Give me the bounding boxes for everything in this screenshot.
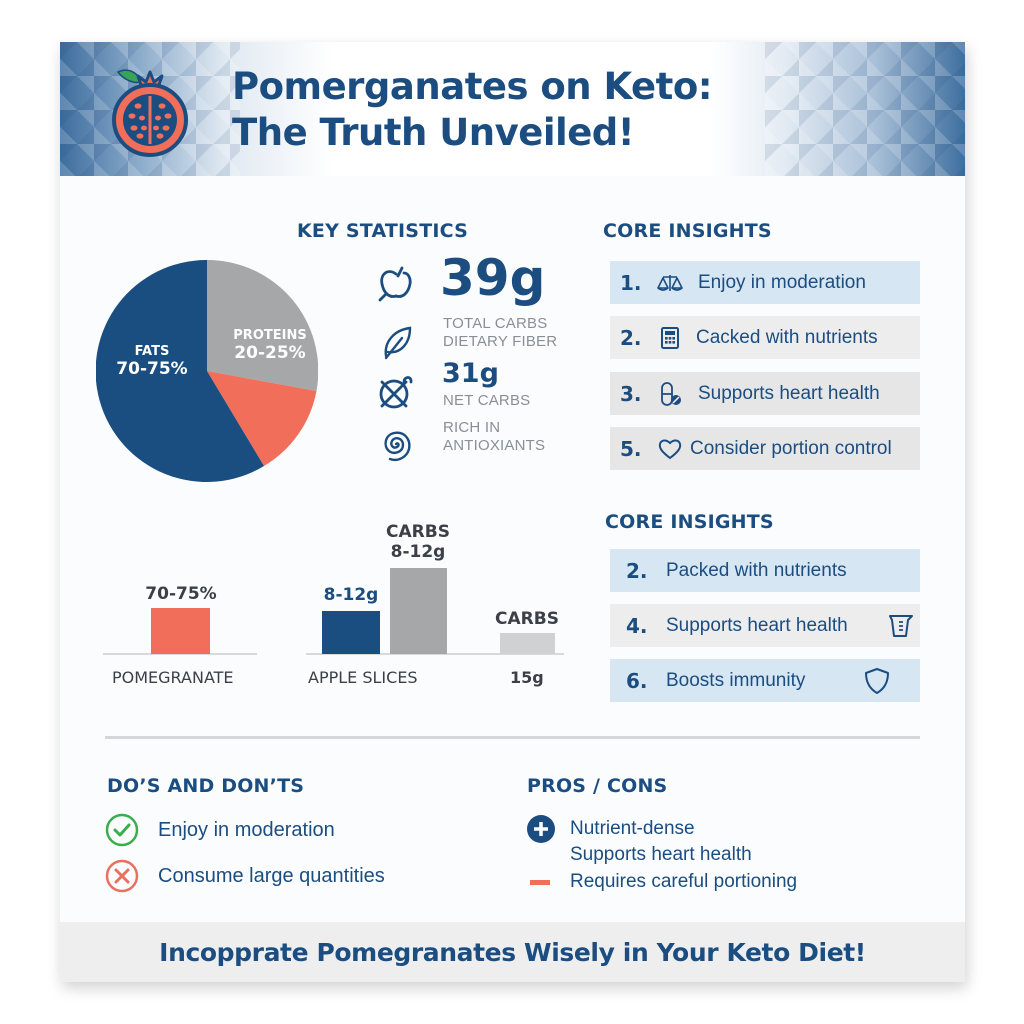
pie-slice-fats bbox=[96, 260, 264, 482]
pro-item: Nutrient-dense bbox=[526, 814, 695, 844]
insight-number: 5. bbox=[620, 436, 642, 461]
plus-circle-icon bbox=[527, 815, 555, 843]
bar-pomegranate bbox=[151, 608, 210, 654]
insight-number: 3. bbox=[620, 381, 642, 406]
infographic-card: Pomerganates on Keto: The Truth Unveiled… bbox=[60, 42, 965, 982]
dont-item-text: Consume large quantities bbox=[158, 864, 385, 887]
bar-apple-carbs bbox=[390, 568, 447, 654]
insight-number: 2. bbox=[626, 558, 648, 583]
total-carbs-value: 39g bbox=[440, 249, 546, 307]
pie-fats-label: FATS bbox=[134, 344, 170, 359]
insight-row: 2. Packed with nutrients bbox=[610, 549, 920, 592]
insight-text: Supports heart health bbox=[666, 614, 848, 636]
title-line-1: Pomerganates on Keto: bbox=[232, 65, 713, 108]
insight-number: 6. bbox=[626, 668, 648, 693]
pie-proteins-value: 20-25% bbox=[234, 343, 306, 363]
bar-title-third: CARBS bbox=[495, 609, 559, 629]
con-item: Requires careful portioning bbox=[530, 871, 797, 893]
bar-baseline-3 bbox=[487, 653, 564, 655]
dont-item: Consume large quantities bbox=[105, 859, 385, 893]
antioxidants-label-1: RICH IN bbox=[443, 419, 501, 436]
insight-text: Boosts immunity bbox=[666, 669, 806, 691]
bar-baseline-2 bbox=[306, 653, 508, 655]
apple-icon bbox=[378, 266, 412, 302]
bar-title-apple-carbs: CARBS bbox=[386, 522, 450, 542]
no-sugar-icon bbox=[379, 376, 413, 409]
bar-baseline-1 bbox=[103, 653, 257, 655]
shield-icon bbox=[864, 667, 890, 701]
pill-icon bbox=[650, 381, 690, 406]
insight-text: Supports heart health bbox=[698, 382, 880, 404]
insight-row: 2. Cacked with nutrients bbox=[610, 316, 920, 359]
leaf-icon bbox=[384, 326, 412, 360]
category-label-third: 15g bbox=[510, 668, 544, 687]
core-insights-heading-2: CORE INSIGHTS bbox=[605, 511, 774, 533]
spiral-icon bbox=[384, 431, 411, 462]
insight-row: 3. Supports heart health bbox=[610, 372, 920, 415]
antioxidants-label-2: ANTIOXIANTS bbox=[443, 437, 546, 454]
insight-row: 6. Boosts immunity bbox=[610, 659, 920, 702]
core-insights-heading-1: CORE INSIGHTS bbox=[603, 220, 772, 242]
pie-label-fats: FATS 70-75% bbox=[102, 344, 202, 379]
do-item: Enjoy in moderation bbox=[105, 813, 335, 847]
calculator-icon bbox=[650, 326, 690, 350]
insight-text: Enjoy in moderation bbox=[698, 271, 866, 293]
insight-row: 1. Enjoy in moderation bbox=[610, 261, 920, 304]
insight-number: 2. bbox=[620, 325, 642, 350]
insight-row: 4. Supports heart health bbox=[610, 604, 920, 647]
do-item-text: Enjoy in moderation bbox=[158, 818, 335, 841]
footer-text: Incopprate Pomegranates Wisely in Your K… bbox=[159, 937, 866, 967]
title-line-2: The Truth Unveiled! bbox=[232, 111, 635, 154]
pro-item-text: Nutrient-dense bbox=[570, 818, 695, 839]
scales-icon bbox=[650, 271, 690, 295]
net-carbs-label: NET CARBS bbox=[443, 392, 531, 409]
key-statistics-heading: KEY STATISTICS bbox=[297, 220, 468, 242]
total-carbs-label: TOTAL CARBS bbox=[443, 315, 548, 332]
insight-text: Consider portion control bbox=[690, 437, 892, 459]
insight-text: Packed with nutrients bbox=[666, 559, 847, 581]
bar-value-pomegranate: 70-75% bbox=[145, 584, 217, 604]
pomegranate-icon bbox=[112, 69, 188, 157]
pie-fats-value: 70-75% bbox=[116, 359, 188, 379]
page-title: Pomerganates on Keto: The Truth Unveiled… bbox=[232, 64, 713, 156]
pros-cons-heading: PROS / CONS bbox=[527, 775, 668, 797]
dos-donts-heading: DO’S AND DON’TS bbox=[107, 775, 305, 797]
dietary-fiber-label: DIETARY FIBER bbox=[443, 333, 558, 350]
pro-item-text: Supports heart health bbox=[570, 844, 752, 865]
bar-value-apple-carbs: 8-12g bbox=[390, 542, 446, 562]
check-circle-icon bbox=[105, 813, 139, 847]
x-circle-icon bbox=[105, 859, 139, 893]
category-label-apple: APPLE SLICES bbox=[308, 668, 418, 687]
pie-label-proteins: PROTEINS 20-25% bbox=[220, 328, 320, 363]
insight-number: 1. bbox=[620, 270, 642, 295]
heart-icon bbox=[650, 437, 690, 461]
pro-item: Supports heart health bbox=[570, 844, 752, 866]
pie-slice-proteins bbox=[207, 260, 318, 391]
bar-third bbox=[500, 633, 555, 654]
footer-banner: Incopprate Pomegranates Wisely in Your K… bbox=[60, 922, 965, 982]
net-carbs-value: 31g bbox=[442, 358, 499, 389]
section-divider bbox=[105, 736, 920, 739]
insight-text: Cacked with nutrients bbox=[696, 326, 878, 348]
macro-pie-chart bbox=[96, 260, 318, 482]
bar-value-apple-net: 8-12g bbox=[323, 585, 379, 605]
header-pattern-right bbox=[765, 42, 965, 176]
pie-proteins-label: PROTEINS bbox=[233, 328, 307, 343]
insight-row: 5. Consider portion control bbox=[610, 427, 920, 470]
category-label-pomegranate: POMEGRANATE bbox=[112, 668, 234, 687]
insight-number: 4. bbox=[626, 613, 648, 638]
con-item-text: Requires careful portioning bbox=[570, 871, 798, 892]
minus-icon bbox=[530, 879, 550, 885]
pie-slice-other bbox=[207, 371, 317, 466]
bar-apple-net bbox=[322, 611, 380, 654]
header-banner: Pomerganates on Keto: The Truth Unveiled… bbox=[60, 42, 965, 176]
measuring-cup-icon bbox=[888, 613, 914, 645]
